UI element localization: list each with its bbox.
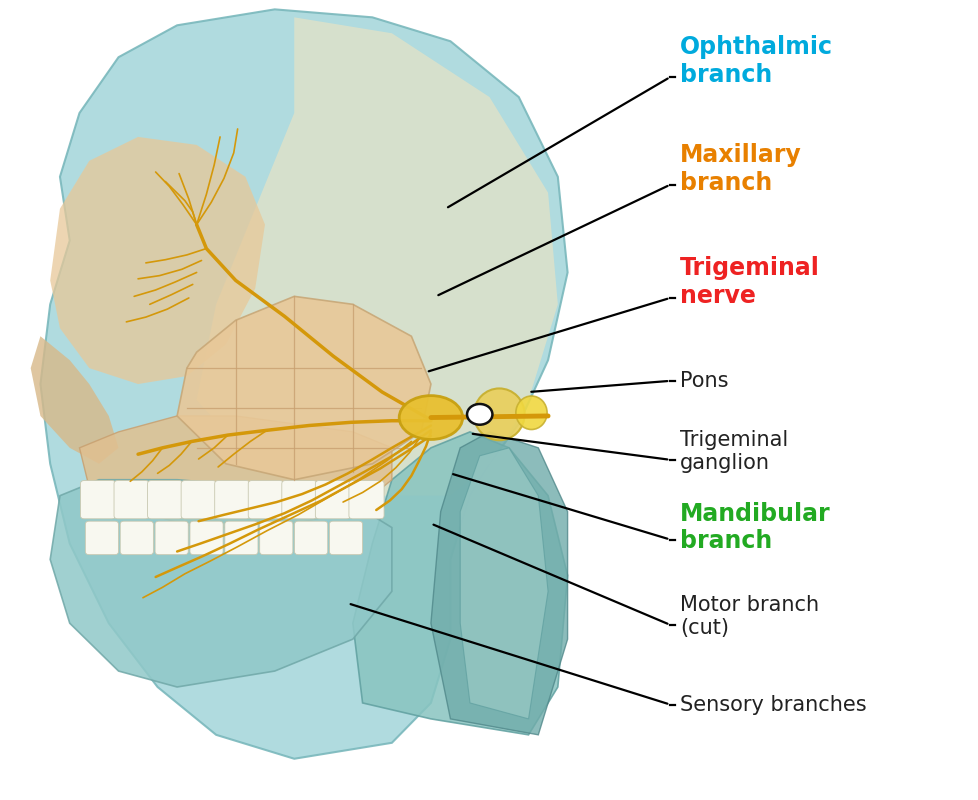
- Text: Mandibular
branch: Mandibular branch: [679, 502, 829, 554]
- Ellipse shape: [515, 396, 547, 430]
- FancyBboxPatch shape: [315, 481, 350, 518]
- FancyBboxPatch shape: [181, 481, 216, 518]
- Polygon shape: [50, 480, 391, 687]
- Text: Pons: Pons: [679, 371, 728, 391]
- FancyBboxPatch shape: [214, 481, 249, 518]
- FancyBboxPatch shape: [190, 521, 223, 554]
- Text: Sensory branches: Sensory branches: [679, 694, 866, 714]
- Polygon shape: [79, 416, 391, 527]
- Text: Maxillary
branch: Maxillary branch: [679, 143, 801, 194]
- FancyBboxPatch shape: [248, 481, 283, 518]
- Circle shape: [467, 404, 492, 425]
- FancyBboxPatch shape: [348, 481, 383, 518]
- FancyBboxPatch shape: [259, 521, 292, 554]
- Polygon shape: [197, 18, 557, 496]
- FancyBboxPatch shape: [85, 521, 118, 554]
- FancyBboxPatch shape: [80, 481, 115, 518]
- Polygon shape: [460, 448, 548, 719]
- Polygon shape: [50, 137, 265, 384]
- Text: Ophthalmic
branch: Ophthalmic branch: [679, 35, 832, 87]
- FancyBboxPatch shape: [120, 521, 154, 554]
- FancyBboxPatch shape: [329, 521, 362, 554]
- Ellipse shape: [473, 389, 524, 440]
- FancyBboxPatch shape: [294, 521, 328, 554]
- FancyBboxPatch shape: [225, 521, 258, 554]
- FancyBboxPatch shape: [113, 481, 149, 518]
- Polygon shape: [352, 432, 567, 735]
- Ellipse shape: [399, 396, 463, 439]
- Polygon shape: [430, 432, 567, 735]
- FancyBboxPatch shape: [148, 481, 183, 518]
- FancyBboxPatch shape: [282, 481, 317, 518]
- Text: Trigeminal
nerve: Trigeminal nerve: [679, 256, 819, 308]
- Polygon shape: [30, 336, 118, 464]
- Polygon shape: [40, 10, 567, 758]
- Polygon shape: [177, 296, 430, 480]
- Text: Trigeminal
ganglion: Trigeminal ganglion: [679, 430, 787, 474]
- FancyBboxPatch shape: [155, 521, 188, 554]
- Text: Motor branch
(cut): Motor branch (cut): [679, 595, 819, 638]
